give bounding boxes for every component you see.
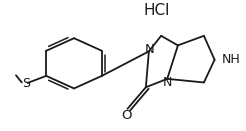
Text: NH: NH: [221, 53, 240, 66]
Text: O: O: [121, 109, 132, 122]
Text: N: N: [163, 76, 172, 89]
Text: S: S: [22, 77, 30, 90]
Text: HCl: HCl: [144, 3, 170, 18]
Text: N: N: [145, 43, 155, 56]
